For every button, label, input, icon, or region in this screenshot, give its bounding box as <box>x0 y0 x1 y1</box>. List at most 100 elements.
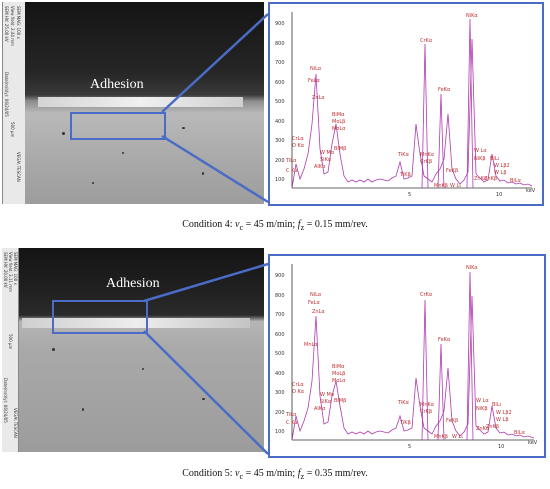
peak-label: AlKα <box>314 406 326 412</box>
adhesion-label: Adhesion <box>90 77 144 92</box>
peak-label: MoLα <box>332 378 346 384</box>
peak-label: W Lβ <box>496 417 509 423</box>
peak-label: MoLβ <box>332 119 345 125</box>
peak-label: O Kα <box>292 143 305 149</box>
sem-strip-text: Date(m/d/y): 06/24/05 <box>3 378 8 423</box>
x-tick-label: 10 <box>496 192 502 198</box>
peak-label: BiMα <box>332 364 345 370</box>
sem-image-condition-5: SEM HV: 20.00 kV View field: 3.11 mm SEM… <box>2 248 264 452</box>
sem-info-strip: SEM HV: 20.00 kV View field: 3.11 mm SEM… <box>2 248 19 452</box>
sem-speckle <box>142 368 144 370</box>
y-tick-label: 700 <box>275 60 285 66</box>
peak-label: FeLα <box>308 78 320 84</box>
sem-strip-text: Date(m/d/y): 06/24/05 <box>4 72 9 117</box>
caption-v-subscript: c <box>239 223 244 232</box>
peak-label: W Mα <box>320 392 335 398</box>
sem-strip-text: SEM HV: 20.00 kV <box>3 252 8 288</box>
y-tick-label: 200 <box>275 158 285 164</box>
sem-strip-text: View field: 2.44 mm <box>10 6 15 46</box>
peak-label: NiLα <box>310 292 322 298</box>
peak-label: CrLα <box>292 382 304 388</box>
peak-label: MnKα <box>420 402 435 408</box>
sem-strip-text: SEM MAG: 100 x <box>16 6 21 39</box>
peak-label: BiMα <box>332 112 345 118</box>
y-tick-label: 500 <box>275 351 285 357</box>
sem-speckle <box>92 182 94 184</box>
peak-label: BiMβ <box>334 398 346 404</box>
peak-label: W Lβ <box>494 170 507 176</box>
eds-spectrum-plot: 900 800 700 600 500 400 300 200 100 5 10… <box>275 12 536 198</box>
peak-label: CrKβ <box>420 409 432 415</box>
tool-cutting-edge <box>22 318 250 328</box>
peak-label: NiKα <box>466 265 478 271</box>
caption-f-value: = 0.15 mm/rev. <box>304 219 368 230</box>
eds-spectrum-condition-4: 900 800 700 600 500 400 300 200 100 5 10… <box>268 2 544 206</box>
peak-label: CrLα <box>292 136 304 142</box>
caption-v-subscript: c <box>239 472 244 481</box>
y-tick-label: 600 <box>275 80 285 86</box>
caption-f-value: = 0.35 mm/rev. <box>304 468 368 479</box>
caption-f-symbol: f <box>297 219 301 230</box>
sem-speckle <box>182 127 185 129</box>
peak-label: MnKα <box>420 152 435 158</box>
peak-label: TiKβ <box>399 172 411 178</box>
peak-label: TiKβ <box>399 420 411 426</box>
y-tick-label: 400 <box>275 371 285 377</box>
y-tick-label: 800 <box>275 41 285 47</box>
peak-label: W Lβ2 <box>496 410 512 416</box>
y-tick-label: 500 <box>275 99 285 105</box>
peak-label: NiKα <box>466 13 478 19</box>
sem-scale-label: 500 µm <box>10 122 15 138</box>
sem-scale-label: 500 µm <box>8 334 13 350</box>
sem-info-strip: SEM HV: 25.00 kV View field: 2.44 mm SEM… <box>2 2 25 204</box>
peak-label: FeKβ <box>446 418 458 424</box>
peak-label: W Lα <box>474 148 487 154</box>
sem-strip-text: View field: 3.11 mm <box>8 252 13 292</box>
peak-label: TiLα <box>285 158 297 164</box>
peak-label: W Mα <box>320 150 335 156</box>
x-unit-label: keV <box>528 440 538 446</box>
caption-f-subscript: z <box>300 223 305 232</box>
peak-label: BiLι <box>492 402 502 408</box>
y-tick-label: 100 <box>275 177 285 183</box>
peak-label: MnKβ <box>434 183 448 189</box>
sem-strip-text: SEM MAG: 100 x <box>13 252 18 285</box>
peak-label: W Lι <box>452 434 463 440</box>
peak-label: W Lβ2 <box>494 163 510 169</box>
peak-label: C Kα <box>286 420 298 426</box>
y-tick-label: 200 <box>275 410 285 416</box>
peak-label: MoLβ <box>332 371 345 377</box>
peak-label: NiKβ <box>474 156 486 162</box>
peak-label: NiLα <box>310 66 322 72</box>
tool-cutting-edge <box>38 97 243 107</box>
peak-label: BiLι <box>490 156 500 162</box>
peak-label: NiKβ <box>476 406 488 412</box>
peak-label: ZnKα <box>476 426 490 432</box>
y-tick-label: 100 <box>275 429 285 435</box>
sem-speckle <box>202 172 204 175</box>
peak-label: BiMβ <box>334 146 346 152</box>
y-tick-label: 300 <box>275 390 285 396</box>
eds-spectrum-condition-5: 900 800 700 600 500 400 300 200 100 5 10… <box>268 254 546 458</box>
sem-strip-text: VEGA\ TESCAN <box>13 408 18 438</box>
sem-image-condition-4: SEM HV: 25.00 kV View field: 2.44 mm SEM… <box>2 2 264 204</box>
region-of-interest-box <box>70 112 166 140</box>
region-of-interest-box <box>52 300 148 334</box>
sem-speckle <box>82 408 84 411</box>
sem-speckle <box>52 348 55 351</box>
figure-caption-condition-4: Condition 4: vc = 45 m/min; fz = 0.15 mm… <box>0 219 550 232</box>
peak-label: TiKα <box>397 400 410 406</box>
peak-label: W Lα <box>476 398 489 404</box>
peak-label: SiKα <box>320 157 332 163</box>
y-tick-label: 300 <box>275 138 285 144</box>
peak-label: FeKα <box>438 337 451 343</box>
adhesion-label: Adhesion <box>106 276 160 291</box>
y-tick-label: 700 <box>275 312 285 318</box>
sem-speckle <box>122 152 124 154</box>
peak-label: ZnKβ <box>484 176 497 182</box>
peak-label: ZnLα <box>312 95 325 101</box>
caption-prefix: Condition 5: <box>182 468 236 479</box>
y-tick-label: 800 <box>275 293 285 299</box>
peak-label: BiLα <box>514 430 526 436</box>
peak-label: FeLα <box>308 300 320 306</box>
